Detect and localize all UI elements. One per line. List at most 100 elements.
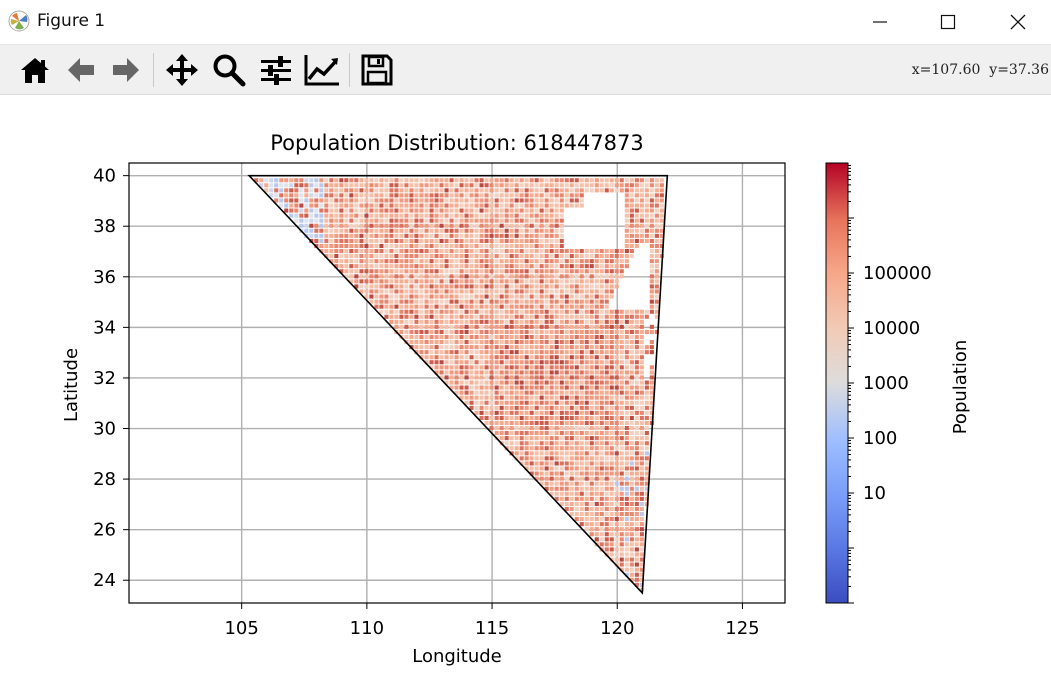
heatmap-cell [329, 188, 334, 193]
heatmap-cell [359, 249, 364, 254]
heatmap-cell [539, 249, 544, 254]
heatmap-cell [534, 309, 539, 314]
back-button[interactable] [63, 52, 99, 88]
heatmap-cell [459, 259, 464, 264]
heatmap-cell [304, 188, 309, 193]
heatmap-cell [509, 329, 514, 334]
heatmap-cell [539, 466, 544, 471]
heatmap-cell [499, 355, 504, 360]
heatmap-cell [589, 517, 594, 522]
heatmap-cell [589, 294, 594, 299]
heatmap-cell [554, 431, 559, 436]
home-button[interactable] [17, 52, 53, 88]
heatmap-cell [584, 486, 589, 491]
heatmap-cell [569, 294, 574, 299]
heatmap-cell [504, 203, 509, 208]
heatmap-cell [619, 486, 624, 491]
figure-canvas[interactable]: 105 110 115 120 125 24 26 28 30 32 34 36 38 40 Popul… [0, 95, 1051, 670]
minimize-button[interactable] [850, 0, 910, 44]
maximize-button[interactable] [918, 0, 978, 44]
heatmap-cell [354, 188, 359, 193]
heatmap-cell [334, 254, 339, 259]
heatmap-cell [444, 233, 449, 238]
heatmap-cell [634, 431, 639, 436]
heatmap-cell [529, 254, 534, 259]
heatmap-cell [494, 370, 499, 375]
heatmap-cell [564, 446, 569, 451]
heatmap-cell [649, 380, 654, 385]
heatmap-cell [549, 420, 554, 425]
heatmap-cell [594, 264, 599, 269]
heatmap-cell [484, 299, 489, 304]
heatmap-cell [459, 178, 464, 183]
heatmap-cell [599, 390, 604, 395]
heatmap-cell [519, 329, 524, 334]
close-button[interactable] [988, 0, 1048, 44]
heatmap-cell [544, 289, 549, 294]
heatmap-cell [449, 218, 454, 223]
heatmap-cell [524, 264, 529, 269]
heatmap-cell [524, 360, 529, 365]
heatmap-cell [564, 340, 569, 345]
heatmap-cell [644, 193, 649, 198]
edit-axis-button[interactable] [304, 52, 340, 88]
save-button[interactable] [359, 52, 395, 88]
heatmap-cell [474, 188, 479, 193]
heatmap-cell [304, 208, 309, 213]
heatmap-cell [534, 355, 539, 360]
heatmap-cell [634, 552, 639, 557]
heatmap-cell [474, 350, 479, 355]
heatmap-cell [324, 238, 329, 243]
heatmap-cell [399, 238, 404, 243]
heatmap-cell [529, 238, 534, 243]
forward-button[interactable] [108, 52, 144, 88]
heatmap-cell [349, 198, 354, 203]
heatmap-cell [639, 527, 644, 532]
heatmap-cell [559, 238, 564, 243]
heatmap-cell [399, 264, 404, 269]
heatmap-cell [649, 324, 654, 329]
zoom-button[interactable] [211, 52, 247, 88]
heatmap-cell [584, 375, 589, 380]
heatmap-cell [584, 512, 589, 517]
heatmap-cell [639, 436, 644, 441]
heatmap-cell [419, 350, 424, 355]
heatmap-cell [409, 309, 414, 314]
heatmap-cell [489, 289, 494, 294]
heatmap-cell [389, 228, 394, 233]
heatmap-cell [379, 259, 384, 264]
heatmap-cell [624, 350, 629, 355]
heatmap-cell [509, 345, 514, 350]
heatmap-cell [489, 395, 494, 400]
heatmap-cell [624, 385, 629, 390]
heatmap-cell [329, 198, 334, 203]
heatmap-cell [484, 350, 489, 355]
pan-button[interactable] [164, 52, 200, 88]
heatmap-cell [364, 259, 369, 264]
heatmap-cell [554, 390, 559, 395]
heatmap-cell [429, 355, 434, 360]
heatmap-cell [549, 451, 554, 456]
heatmap-cell [434, 208, 439, 213]
heatmap-cell [524, 426, 529, 431]
heatmap-cell [569, 390, 574, 395]
heatmap-cell [439, 213, 444, 218]
heatmap-cell [644, 451, 649, 456]
heatmap-cell [539, 481, 544, 486]
heatmap-cell [514, 319, 519, 324]
heatmap-cell [434, 355, 439, 360]
heatmap-cell [609, 380, 614, 385]
heatmap-cell [454, 254, 459, 259]
heatmap-cell [419, 284, 424, 289]
heatmap-cell [479, 294, 484, 299]
heatmap-cell [344, 264, 349, 269]
heatmap-cell [484, 289, 489, 294]
configure-subplots-button[interactable] [258, 52, 294, 88]
heatmap-cell [329, 218, 334, 223]
heatmap-cell [594, 486, 599, 491]
heatmap-cell [439, 365, 444, 370]
heatmap-cell [389, 193, 394, 198]
heatmap-cell [454, 314, 459, 319]
heatmap-cell [399, 183, 404, 188]
heatmap-cell [539, 178, 544, 183]
